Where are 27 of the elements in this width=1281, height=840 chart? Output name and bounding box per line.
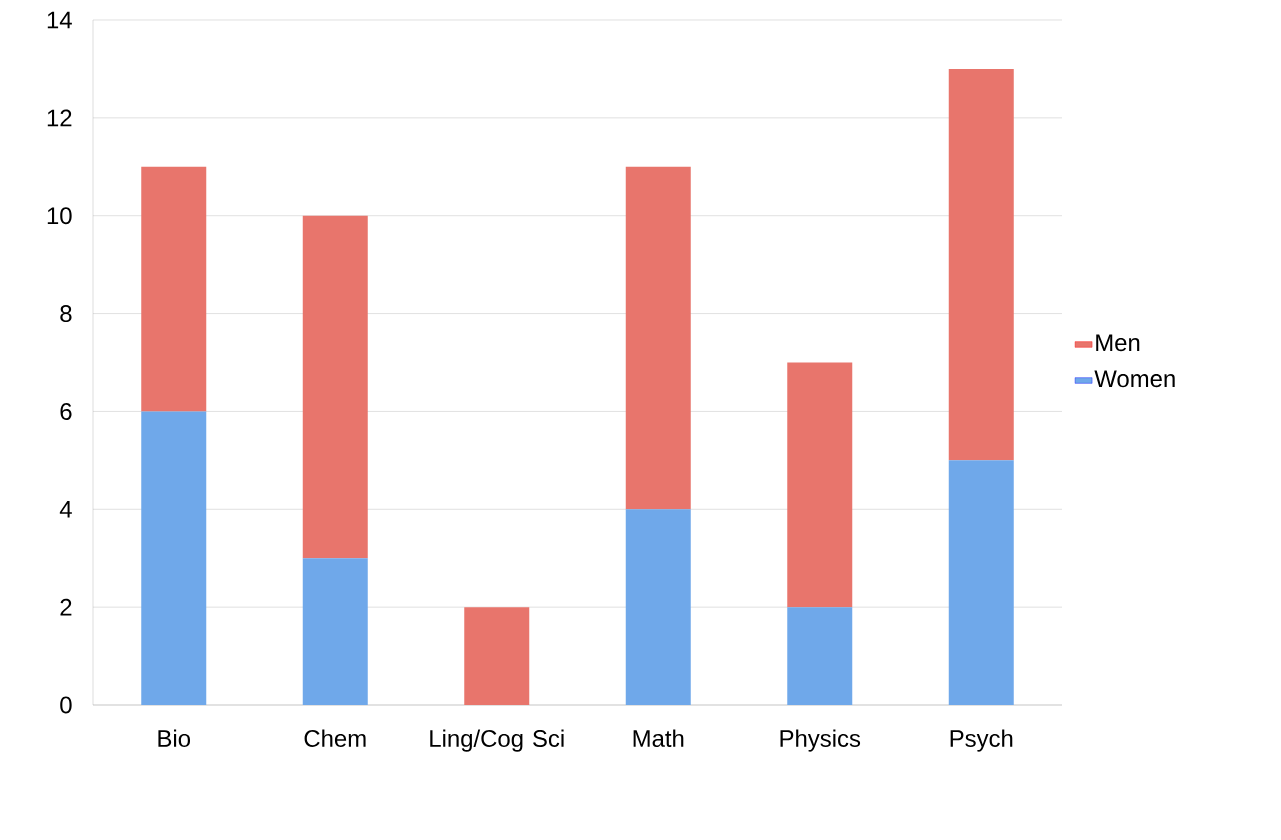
y-tick-label: 2 — [60, 598, 72, 616]
bar — [141, 166, 207, 412]
bar — [787, 607, 853, 705]
y-tick-label: 8 — [60, 305, 72, 323]
y-tick-label: 6 — [60, 402, 72, 420]
y-tick-label: 14 — [47, 11, 72, 29]
bar — [948, 460, 1014, 705]
y-tick-label: 10 — [47, 207, 72, 225]
y-tick-label: 4 — [59, 501, 72, 518]
bar — [625, 509, 691, 705]
legend-label: Men — [1096, 334, 1140, 352]
x-tick-label: Bio — [158, 729, 191, 747]
legend-label: Women — [1094, 370, 1175, 388]
y-tick-label: 12 — [47, 109, 72, 127]
bar — [625, 166, 691, 510]
x-tick-label: Chem — [304, 729, 366, 747]
bar — [464, 607, 530, 705]
bar — [141, 411, 207, 705]
x-tick-label: Ling/Cog Sci — [430, 729, 564, 752]
bar — [948, 68, 1014, 461]
bar — [302, 215, 368, 559]
x-tick-label: Physics — [780, 729, 861, 752]
x-tick-label: Math — [633, 729, 684, 747]
y-tick-label: 0 — [60, 696, 72, 714]
bar — [787, 362, 853, 608]
bar — [302, 558, 368, 705]
x-tick-label: Psych — [950, 729, 1013, 752]
